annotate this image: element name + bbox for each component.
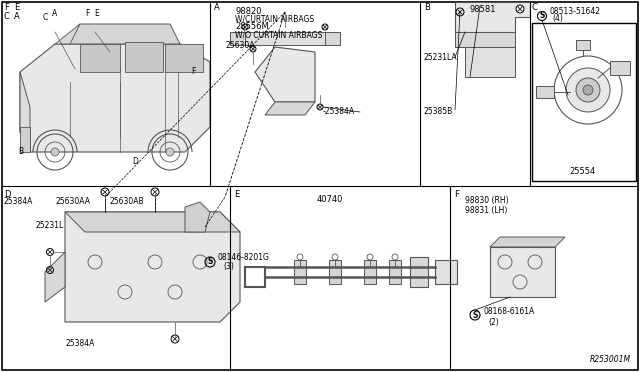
- Text: 08146-8201G: 08146-8201G: [218, 253, 270, 262]
- Text: B: B: [424, 3, 430, 12]
- Polygon shape: [245, 32, 325, 45]
- Circle shape: [51, 148, 59, 156]
- Polygon shape: [20, 72, 30, 152]
- Bar: [165, 44, 203, 72]
- Bar: [410, 257, 428, 287]
- Text: 40740: 40740: [317, 196, 343, 205]
- Text: 25630AB: 25630AB: [110, 198, 145, 206]
- Polygon shape: [55, 24, 80, 44]
- Polygon shape: [455, 32, 515, 47]
- Text: 25231LA: 25231LA: [424, 52, 458, 61]
- Text: A: A: [52, 10, 58, 19]
- Text: A: A: [214, 3, 220, 12]
- Bar: [329, 260, 341, 284]
- Text: E: E: [95, 10, 99, 19]
- Polygon shape: [230, 32, 245, 45]
- Text: C: C: [4, 12, 10, 21]
- Polygon shape: [455, 2, 530, 32]
- Text: C: C: [42, 13, 47, 22]
- Text: 25385B: 25385B: [424, 108, 453, 116]
- Polygon shape: [490, 237, 565, 247]
- Text: 25384A: 25384A: [4, 198, 33, 206]
- Text: F: F: [454, 190, 459, 199]
- Text: D: D: [4, 190, 10, 199]
- Text: B: B: [18, 148, 23, 157]
- Text: -25384A: -25384A: [323, 108, 355, 116]
- Text: 28556M: 28556M: [235, 22, 269, 31]
- Bar: [576, 40, 590, 50]
- Bar: [80, 44, 120, 72]
- Text: 25231L: 25231L: [35, 221, 63, 231]
- Text: 08168-6161A: 08168-6161A: [483, 308, 534, 317]
- Text: F: F: [191, 67, 195, 77]
- Bar: [435, 260, 457, 284]
- Circle shape: [583, 85, 593, 95]
- Text: 08513-51642: 08513-51642: [549, 7, 600, 16]
- Text: W/CURTAIN AIRBAGS: W/CURTAIN AIRBAGS: [235, 15, 314, 24]
- Text: W/O CURTAIN AIRBAGS: W/O CURTAIN AIRBAGS: [235, 30, 323, 39]
- Text: 98581: 98581: [470, 5, 497, 14]
- Polygon shape: [465, 47, 515, 77]
- Text: 98820: 98820: [235, 7, 262, 16]
- Bar: [364, 260, 376, 284]
- Text: D: D: [132, 157, 138, 166]
- Bar: [20, 127, 30, 152]
- Text: (3): (3): [223, 263, 234, 272]
- Text: S: S: [207, 257, 212, 266]
- Polygon shape: [20, 44, 210, 152]
- Text: 25384A: 25384A: [65, 340, 94, 349]
- Polygon shape: [185, 202, 210, 232]
- Bar: [610, 61, 630, 75]
- Text: 98831 (LH): 98831 (LH): [465, 206, 508, 215]
- Polygon shape: [65, 212, 240, 232]
- Polygon shape: [255, 47, 315, 102]
- Text: 25630AA: 25630AA: [55, 198, 90, 206]
- Text: S: S: [472, 311, 477, 320]
- Bar: [490, 247, 555, 297]
- Text: S: S: [540, 12, 545, 20]
- Text: F: F: [4, 3, 9, 12]
- Text: 98830 (RH): 98830 (RH): [465, 196, 509, 205]
- Text: R253001M: R253001M: [590, 355, 631, 364]
- Text: (2): (2): [488, 317, 499, 327]
- Polygon shape: [60, 24, 180, 44]
- Polygon shape: [325, 32, 340, 45]
- Text: C: C: [532, 3, 538, 12]
- Polygon shape: [65, 212, 240, 322]
- Bar: [294, 260, 306, 284]
- Polygon shape: [45, 252, 65, 302]
- Text: 25630A: 25630A: [225, 41, 255, 49]
- Bar: [536, 86, 554, 98]
- Text: F: F: [85, 10, 89, 19]
- Text: A: A: [14, 12, 20, 21]
- Circle shape: [566, 68, 610, 112]
- Bar: [125, 42, 163, 72]
- Polygon shape: [265, 102, 315, 115]
- Circle shape: [166, 148, 174, 156]
- Text: (4): (4): [552, 15, 563, 23]
- Text: E: E: [234, 190, 239, 199]
- Text: 25554: 25554: [570, 167, 596, 176]
- Bar: [532, 23, 636, 181]
- Bar: [389, 260, 401, 284]
- Circle shape: [576, 78, 600, 102]
- Text: E: E: [14, 3, 19, 12]
